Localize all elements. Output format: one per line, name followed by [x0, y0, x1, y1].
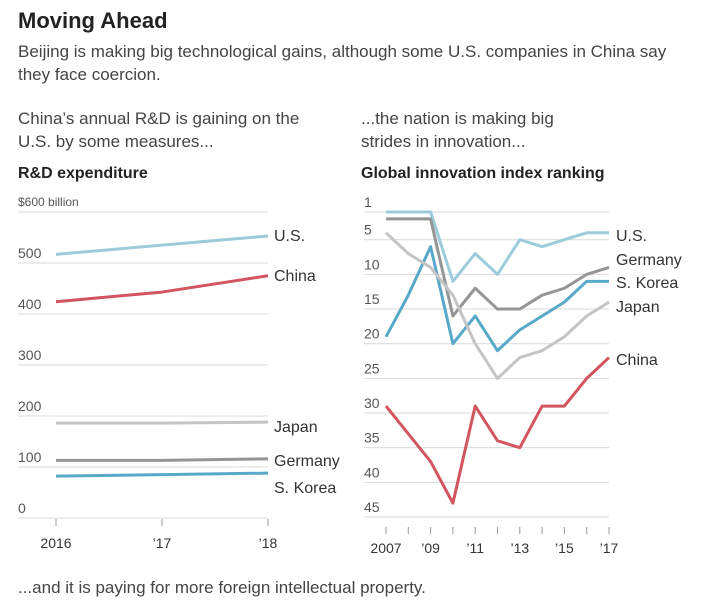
y-tick-label: 10: [364, 256, 380, 272]
y-tick-label: 400: [18, 296, 42, 312]
y-tick-label: 500: [18, 245, 42, 261]
right-intro: ...the nation is making big strides in i…: [361, 109, 554, 151]
gii-chart-title: Global innovation index ranking: [361, 165, 605, 182]
series-line-u-s-: [55, 234, 269, 256]
x-tick-label: 2007: [370, 540, 401, 556]
x-tick-label: ’09: [421, 540, 440, 556]
y-tick-label: 45: [364, 499, 380, 515]
x-tick-label: ’11: [466, 540, 484, 556]
series-line-china: [384, 356, 611, 505]
y-tick-label: 35: [364, 430, 380, 446]
y-tick-label: 40: [364, 464, 380, 480]
series-label: Japan: [616, 299, 660, 316]
y-tick-label: 100: [18, 449, 42, 465]
x-tick-label: ’13: [510, 540, 529, 556]
series-label: China: [616, 352, 658, 369]
series-label: Germany: [616, 252, 682, 269]
series-line-germany: [56, 457, 269, 462]
x-tick-label: ’15: [555, 540, 574, 556]
y-tick-label: 0: [18, 500, 26, 516]
x-tick-label: ’17: [600, 540, 619, 556]
series-line-japan: [56, 420, 269, 425]
series-line-u-s-: [386, 210, 609, 283]
y-tick-label: 30: [364, 395, 380, 411]
series-label: S. Korea: [616, 275, 678, 292]
x-tick-label: 2016: [40, 535, 71, 551]
page-subtitle: Beijing is making big technological gain…: [18, 42, 667, 84]
x-tick-label: ’17: [153, 535, 172, 551]
footer-note: ...and it is paying for more foreign int…: [18, 578, 426, 597]
y-tick-label: 200: [18, 398, 42, 414]
y-tick-label: 1: [364, 194, 372, 210]
series-label: U.S.: [274, 228, 305, 245]
series-line-japan: [384, 231, 610, 380]
page-title: Moving Ahead: [18, 8, 168, 33]
rd-chart-title: R&D expenditure: [18, 165, 148, 182]
series-label: China: [274, 268, 316, 285]
series-label: S. Korea: [274, 480, 336, 497]
y-tick-label: 15: [364, 291, 380, 307]
series-label: U.S.: [616, 228, 647, 245]
series-label: Japan: [274, 419, 318, 436]
series-line-s-korea: [55, 471, 269, 478]
y-tick-label: 5: [364, 222, 372, 238]
y-tick-label: 20: [364, 326, 380, 342]
series-label: Germany: [274, 453, 340, 470]
y-tick-label: 25: [364, 360, 380, 376]
series-line-china: [55, 274, 269, 304]
x-tick-label: ’18: [259, 535, 278, 551]
series-line-germany: [386, 217, 610, 318]
y-top-label: $600 billion: [18, 195, 79, 209]
left-intro: China’s annual R&D is gaining on the U.S…: [18, 109, 300, 151]
y-tick-label: 300: [18, 347, 42, 363]
